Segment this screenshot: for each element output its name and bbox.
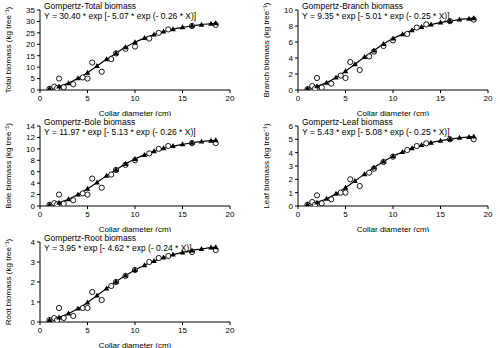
svg-text:10: 10 — [26, 63, 35, 72]
svg-text:15: 15 — [26, 52, 35, 61]
svg-text:15: 15 — [436, 94, 445, 103]
svg-text:15: 15 — [436, 210, 445, 219]
svg-text:10: 10 — [389, 210, 398, 219]
svg-text:20: 20 — [484, 94, 492, 103]
svg-text:8: 8 — [289, 22, 294, 31]
svg-text:Collar diameter (cm): Collar diameter (cm) — [99, 109, 172, 116]
svg-text:20: 20 — [26, 40, 35, 49]
html-text:Y = 5.43 * exp [- 5.08 * exp (: Y = 5.43 * exp [- 5.08 * exp (- 0.25 * X… — [302, 127, 450, 137]
svg-text:0: 0 — [289, 86, 294, 95]
html-text:Y = 9.35 * exp [- 5.01 * exp (: Y = 9.35 * exp [- 5.01 * exp (- 0.25 * X… — [302, 11, 450, 21]
svg-text:15: 15 — [178, 94, 187, 103]
svg-text:2: 2 — [289, 70, 294, 79]
svg-text:5: 5 — [343, 210, 348, 219]
svg-text:5: 5 — [85, 210, 90, 219]
svg-text:8: 8 — [31, 156, 36, 165]
html-text:Gompertz-Bole biomass: Gompertz-Bole biomass — [44, 117, 136, 127]
svg-text:10: 10 — [131, 210, 140, 219]
svg-text:5: 5 — [31, 74, 36, 83]
svg-text:6: 6 — [289, 122, 294, 131]
svg-text:3: 3 — [289, 162, 294, 171]
svg-text:10: 10 — [284, 6, 293, 15]
svg-text:1: 1 — [289, 189, 294, 198]
svg-text:15: 15 — [178, 326, 187, 335]
svg-text:14: 14 — [26, 122, 35, 131]
svg-text:5: 5 — [85, 94, 90, 103]
svg-text:25: 25 — [26, 29, 35, 38]
svg-text:Collar diameter (cm): Collar diameter (cm) — [357, 225, 430, 232]
svg-text:35: 35 — [26, 6, 35, 15]
svg-text:1: 1 — [31, 298, 36, 307]
svg-text:5: 5 — [85, 326, 90, 335]
svg-text:6: 6 — [289, 38, 294, 47]
svg-text:Collar diameter (cm): Collar diameter (cm) — [99, 341, 172, 348]
html-text:Y = 30.40 * exp [- 5.07 * exp: Y = 30.40 * exp [- 5.07 * exp (- 0.26 * … — [44, 11, 197, 21]
html-text:Y = 11.97 * exp [- 5.13 * exp: Y = 11.97 * exp [- 5.13 * exp (- 0.26 * … — [44, 127, 196, 137]
html-text:Y = 3.95 * exp [- 4.62 * exp (: Y = 3.95 * exp [- 4.62 * exp (- 0.24 * X… — [44, 243, 192, 253]
svg-text:Leaf biomass (kg tree⁻¹): Leaf biomass (kg tree⁻¹) — [262, 123, 271, 209]
svg-text:Collar diameter (cm): Collar diameter (cm) — [99, 225, 172, 232]
svg-text:12: 12 — [26, 133, 35, 142]
svg-text:5: 5 — [343, 94, 348, 103]
svg-text:0: 0 — [289, 202, 294, 211]
svg-text:20: 20 — [226, 326, 235, 335]
svg-text:10: 10 — [131, 326, 140, 335]
svg-text:Total biomass (kg tree⁻¹): Total biomass (kg tree⁻¹) — [8, 6, 13, 93]
svg-text:30: 30 — [26, 17, 35, 26]
svg-text:0: 0 — [38, 94, 43, 103]
svg-text:10: 10 — [26, 145, 35, 154]
svg-text:0: 0 — [38, 326, 43, 335]
svg-text:Root biomass (kg tree⁻¹): Root biomass (kg tree⁻¹) — [8, 238, 13, 325]
svg-text:6: 6 — [31, 168, 36, 177]
svg-text:4: 4 — [289, 149, 294, 158]
svg-text:0: 0 — [31, 318, 36, 327]
html-text:Gompertz-Leaf biomass: Gompertz-Leaf biomass — [302, 117, 393, 127]
svg-text:10: 10 — [131, 94, 140, 103]
html-text:Gompertz-Root biomass: Gompertz-Root biomass — [44, 233, 137, 243]
svg-text:3: 3 — [31, 258, 36, 267]
svg-text:Collar diameter (cm): Collar diameter (cm) — [357, 109, 430, 116]
svg-text:4: 4 — [289, 54, 294, 63]
html-text:Gompertz-Branch biomass: Gompertz-Branch biomass — [302, 1, 404, 11]
svg-text:15: 15 — [178, 210, 187, 219]
svg-text:4: 4 — [31, 238, 36, 247]
svg-text:4: 4 — [31, 179, 36, 188]
svg-text:0: 0 — [296, 94, 301, 103]
svg-text:2: 2 — [31, 278, 36, 287]
html-text:Gompertz-Total biomass: Gompertz-Total biomass — [44, 1, 137, 11]
svg-text:10: 10 — [389, 94, 398, 103]
svg-text:5: 5 — [289, 135, 294, 144]
svg-text:0: 0 — [31, 202, 36, 211]
svg-text:2: 2 — [289, 175, 294, 184]
svg-text:20: 20 — [226, 210, 235, 219]
svg-text:20: 20 — [484, 210, 492, 219]
svg-text:Branch biomass (kg tree⁻¹): Branch biomass (kg tree⁻¹) — [262, 2, 271, 97]
svg-text:0: 0 — [38, 210, 43, 219]
svg-text:20: 20 — [226, 94, 235, 103]
svg-text:0: 0 — [296, 210, 301, 219]
svg-text:0: 0 — [31, 86, 36, 95]
svg-text:Bole biomass (kg tree⁻¹): Bole biomass (kg tree⁻¹) — [8, 123, 13, 209]
svg-text:2: 2 — [31, 190, 36, 199]
